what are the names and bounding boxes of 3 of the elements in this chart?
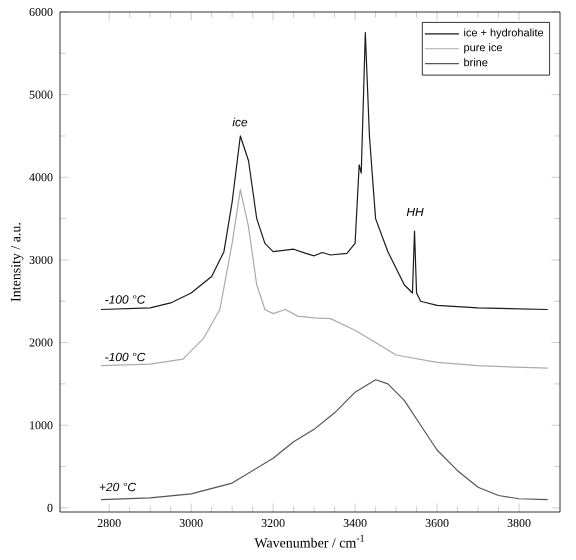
line-series — [100, 189, 549, 369]
line-series — [100, 379, 549, 501]
line-series — [100, 32, 549, 311]
